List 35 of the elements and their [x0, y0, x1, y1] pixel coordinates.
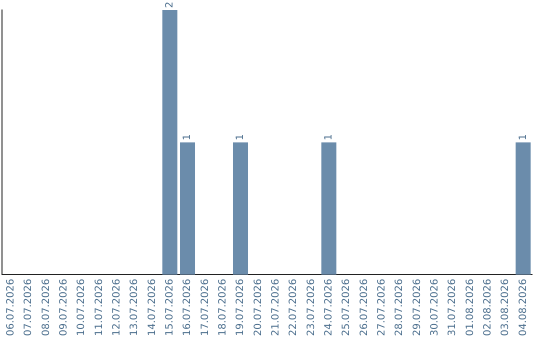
x-tick-label: 26.07.2026	[358, 278, 370, 336]
x-tick-label: 21.07.2026	[270, 278, 282, 336]
x-tick-label: 11.07.2026	[94, 278, 105, 336]
x-tick-label: 02.08.2026	[482, 278, 494, 336]
x-tick-label: 04.08.2026	[518, 278, 529, 336]
x-tick-label: 23.07.2026	[306, 278, 317, 336]
x-tick-label: 12.07.2026	[111, 278, 122, 336]
data-label: 1	[235, 134, 246, 140]
data-label: 1	[518, 134, 529, 140]
x-tick-label: 10.07.2026	[76, 278, 88, 336]
x-tick-label: 15.07.2026	[164, 278, 176, 336]
x-tick-label: 03.08.2026	[500, 278, 512, 336]
data-label: 2	[164, 2, 176, 8]
data-label: 1	[182, 134, 194, 140]
x-tick-label: 19.07.2026	[235, 278, 246, 336]
x-tick-label: 30.07.2026	[429, 278, 440, 336]
x-tick-label: 13.07.2026	[129, 278, 140, 336]
x-tick-label: 07.07.2026	[23, 278, 34, 336]
data-label: 1	[323, 134, 334, 140]
x-tick-label: 31.07.2026	[447, 278, 458, 336]
x-tick-label: 20.07.2026	[252, 278, 264, 336]
x-tick-label: 24.07.2026	[323, 278, 334, 336]
x-tick-label: 25.07.2026	[341, 278, 352, 336]
x-tick-label: 01.08.2026	[464, 278, 476, 336]
x-tick-label: 18.07.2026	[217, 278, 228, 336]
x-tick-label: 17.07.2026	[200, 278, 211, 336]
x-tick-label: 16.07.2026	[182, 278, 194, 336]
x-tick-label: 08.07.2026	[40, 278, 52, 336]
x-tick-label: 14.07.2026	[146, 278, 158, 336]
x-tick-label: 06.07.2026	[5, 278, 16, 336]
x-tick-label: 29.07.2026	[412, 278, 423, 336]
x-tick-label: 28.07.2026	[394, 278, 406, 336]
x-tick-label: 27.07.2026	[376, 278, 388, 336]
x-tick-label: 09.07.2026	[58, 278, 70, 336]
x-tick-label: 22.07.2026	[288, 278, 300, 336]
